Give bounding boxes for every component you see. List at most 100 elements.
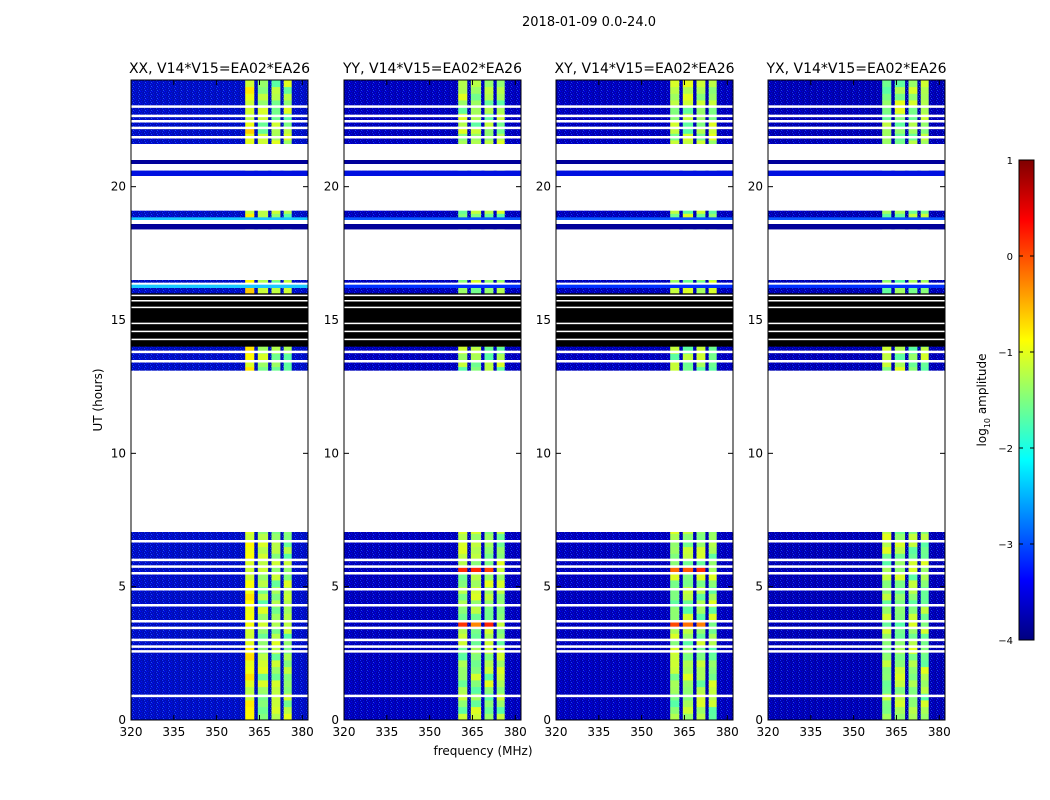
rfi-cell [496, 706, 505, 714]
flag-line [556, 105, 733, 108]
rfi-cell [470, 713, 482, 721]
rfi-cell [458, 126, 468, 134]
rfi-cell [245, 620, 255, 628]
rfi-cell [670, 533, 680, 541]
flagged-region [768, 164, 945, 171]
flag-line [556, 694, 733, 698]
rfi-cell [470, 553, 482, 561]
flag-line [131, 620, 308, 623]
rfi-cell [484, 686, 494, 694]
rfi-cell [708, 100, 717, 108]
rfi-cell [894, 126, 906, 134]
rfi-cell [696, 546, 706, 554]
rfi-cell [894, 566, 906, 574]
rfi-cell [908, 653, 918, 661]
rfi-cell [496, 660, 505, 668]
rfi-cell [882, 666, 892, 674]
rfi-cell [458, 360, 468, 368]
rfi-cell [908, 353, 918, 361]
rfi-cell [682, 640, 694, 648]
rfi-cell [908, 120, 918, 128]
flag-line [556, 330, 733, 333]
rfi-cell [496, 593, 505, 601]
rfi-cell [696, 660, 706, 668]
rfi-cell [670, 653, 680, 661]
rfi-cell [682, 653, 694, 661]
rfi-cell [496, 353, 505, 361]
flag-line [131, 626, 308, 630]
rfi-cell [708, 360, 717, 368]
rfi-cell [908, 600, 918, 608]
strip-band [344, 284, 521, 288]
flag-line [344, 350, 521, 354]
rfi-cell [682, 353, 694, 361]
rfi-cell [470, 140, 482, 148]
flag-line [768, 105, 945, 108]
flag-line [556, 645, 733, 648]
rfi-cell [894, 560, 906, 568]
rfi-cell [271, 360, 281, 368]
rfi-cell [245, 706, 255, 714]
rfi-cell [470, 626, 482, 634]
colorbar-tick-label: −1 [998, 348, 1013, 359]
rfi-cell [882, 680, 892, 688]
rfi-cell [245, 120, 255, 128]
rfi-cell [257, 593, 269, 601]
rfi-cell [696, 566, 706, 574]
rfi-cell [470, 666, 482, 674]
rfi-cell [283, 533, 292, 541]
rfi-cell [908, 80, 918, 88]
rfi-cell [470, 706, 482, 714]
rfi-cell [496, 540, 505, 548]
rfi-cell [283, 93, 292, 101]
rfi-cell [458, 580, 468, 588]
rfi-cell [271, 346, 281, 354]
rfi-cell [484, 660, 494, 668]
rfi-cell [271, 673, 281, 681]
rfi-cell [670, 606, 680, 614]
rfi-cell [496, 100, 505, 108]
rfi-cell [458, 533, 468, 541]
rfi-cell [882, 713, 892, 721]
rfi-cell [708, 126, 717, 134]
flagged-region [768, 370, 945, 532]
rfi-cell [894, 620, 906, 628]
x-tick-label: 320 [757, 725, 780, 739]
rfi-cell [458, 673, 468, 681]
rfi-cell [484, 86, 494, 94]
rfi-cell [245, 360, 255, 368]
rfi-cell [283, 580, 292, 588]
rfi-cell [245, 666, 255, 674]
flag-line [768, 322, 945, 325]
rfi-cell [670, 286, 680, 294]
rfi-cell [458, 686, 468, 694]
x-tick-label: 350 [630, 725, 653, 739]
rfi-cell [696, 640, 706, 648]
rfi-cell [696, 346, 706, 354]
rfi-cell [682, 593, 694, 601]
x-tick-label: 365 [461, 725, 484, 739]
rfi-cell [882, 286, 892, 294]
flag-line [131, 294, 308, 297]
rfi-cell [682, 540, 694, 548]
flagged-region [131, 370, 308, 532]
rfi-cell [496, 120, 505, 128]
rfi-cell [670, 713, 680, 721]
rfi-cell [496, 93, 505, 101]
flag-line [131, 282, 308, 285]
rfi-cell [682, 560, 694, 568]
rfi-cell [283, 593, 292, 601]
flag-line [344, 650, 521, 653]
rfi-cell [708, 613, 717, 621]
thin-strip [344, 224, 521, 230]
panel-4: YX, V14*V15=EA02*EA26 320 335 350 365 380 0 5 10… [748, 61, 951, 739]
rfi-cell [908, 680, 918, 688]
rfi-cell [920, 620, 929, 628]
y-tick-label: 0 [118, 713, 126, 727]
rfi-cell [882, 86, 892, 94]
rfi-cell [458, 120, 468, 128]
rfi-cell [908, 713, 918, 721]
flag-line [344, 694, 521, 698]
rfi-cell [908, 560, 918, 568]
rfi-cell [496, 366, 505, 374]
